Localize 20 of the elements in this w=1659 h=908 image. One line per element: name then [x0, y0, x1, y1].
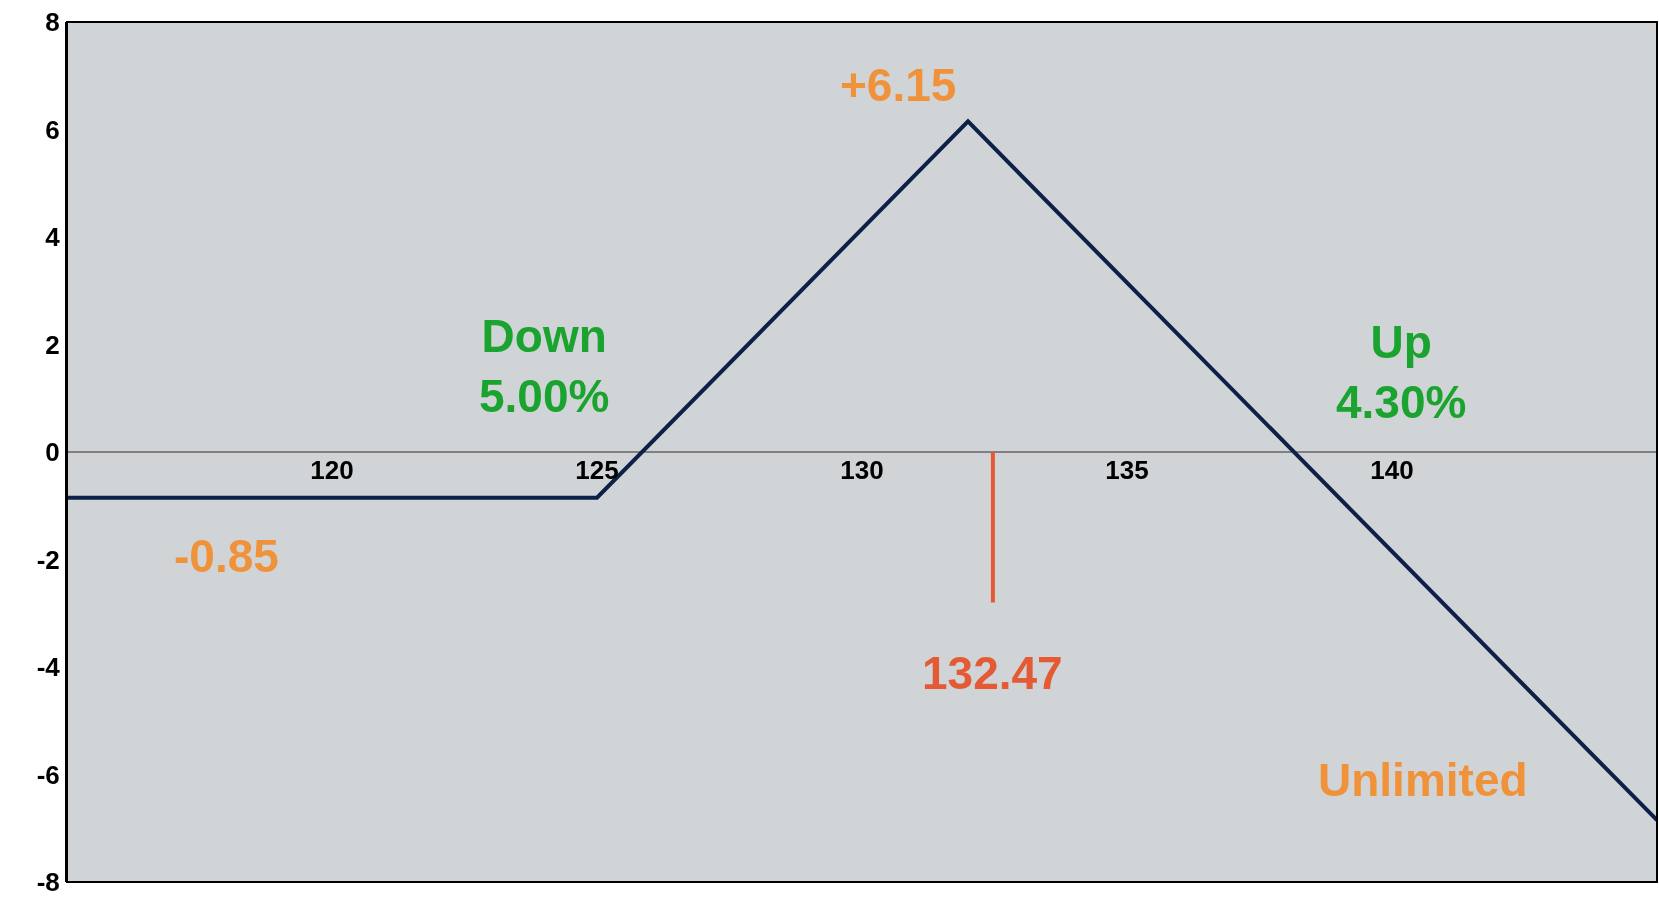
- annotation: Unlimited: [1318, 754, 1528, 806]
- y-tick-label: 2: [45, 329, 60, 360]
- annotation: 132.47: [922, 647, 1063, 699]
- x-tick-label: 120: [310, 455, 354, 485]
- y-tick-label: 4: [45, 222, 61, 253]
- x-tick-label: 125: [575, 455, 619, 485]
- y-tick-label: -8: [36, 867, 60, 898]
- x-tick-label: 135: [1105, 455, 1149, 485]
- x-tick-label: 130: [840, 455, 884, 485]
- y-tick-label: -4: [36, 652, 61, 683]
- y-tick-label: -2: [36, 544, 60, 575]
- y-tick-label: -6: [36, 759, 60, 790]
- annotation: +6.15: [840, 59, 957, 111]
- y-tick-label: 6: [45, 114, 60, 145]
- annotation: Up 4.30%: [1336, 316, 1467, 428]
- annotation: Down 5.00%: [479, 310, 610, 422]
- y-tick-label: 0: [45, 437, 60, 468]
- annotation: -0.85: [174, 530, 279, 582]
- y-tick-label: 8: [45, 7, 60, 38]
- x-tick-label: 140: [1370, 455, 1414, 485]
